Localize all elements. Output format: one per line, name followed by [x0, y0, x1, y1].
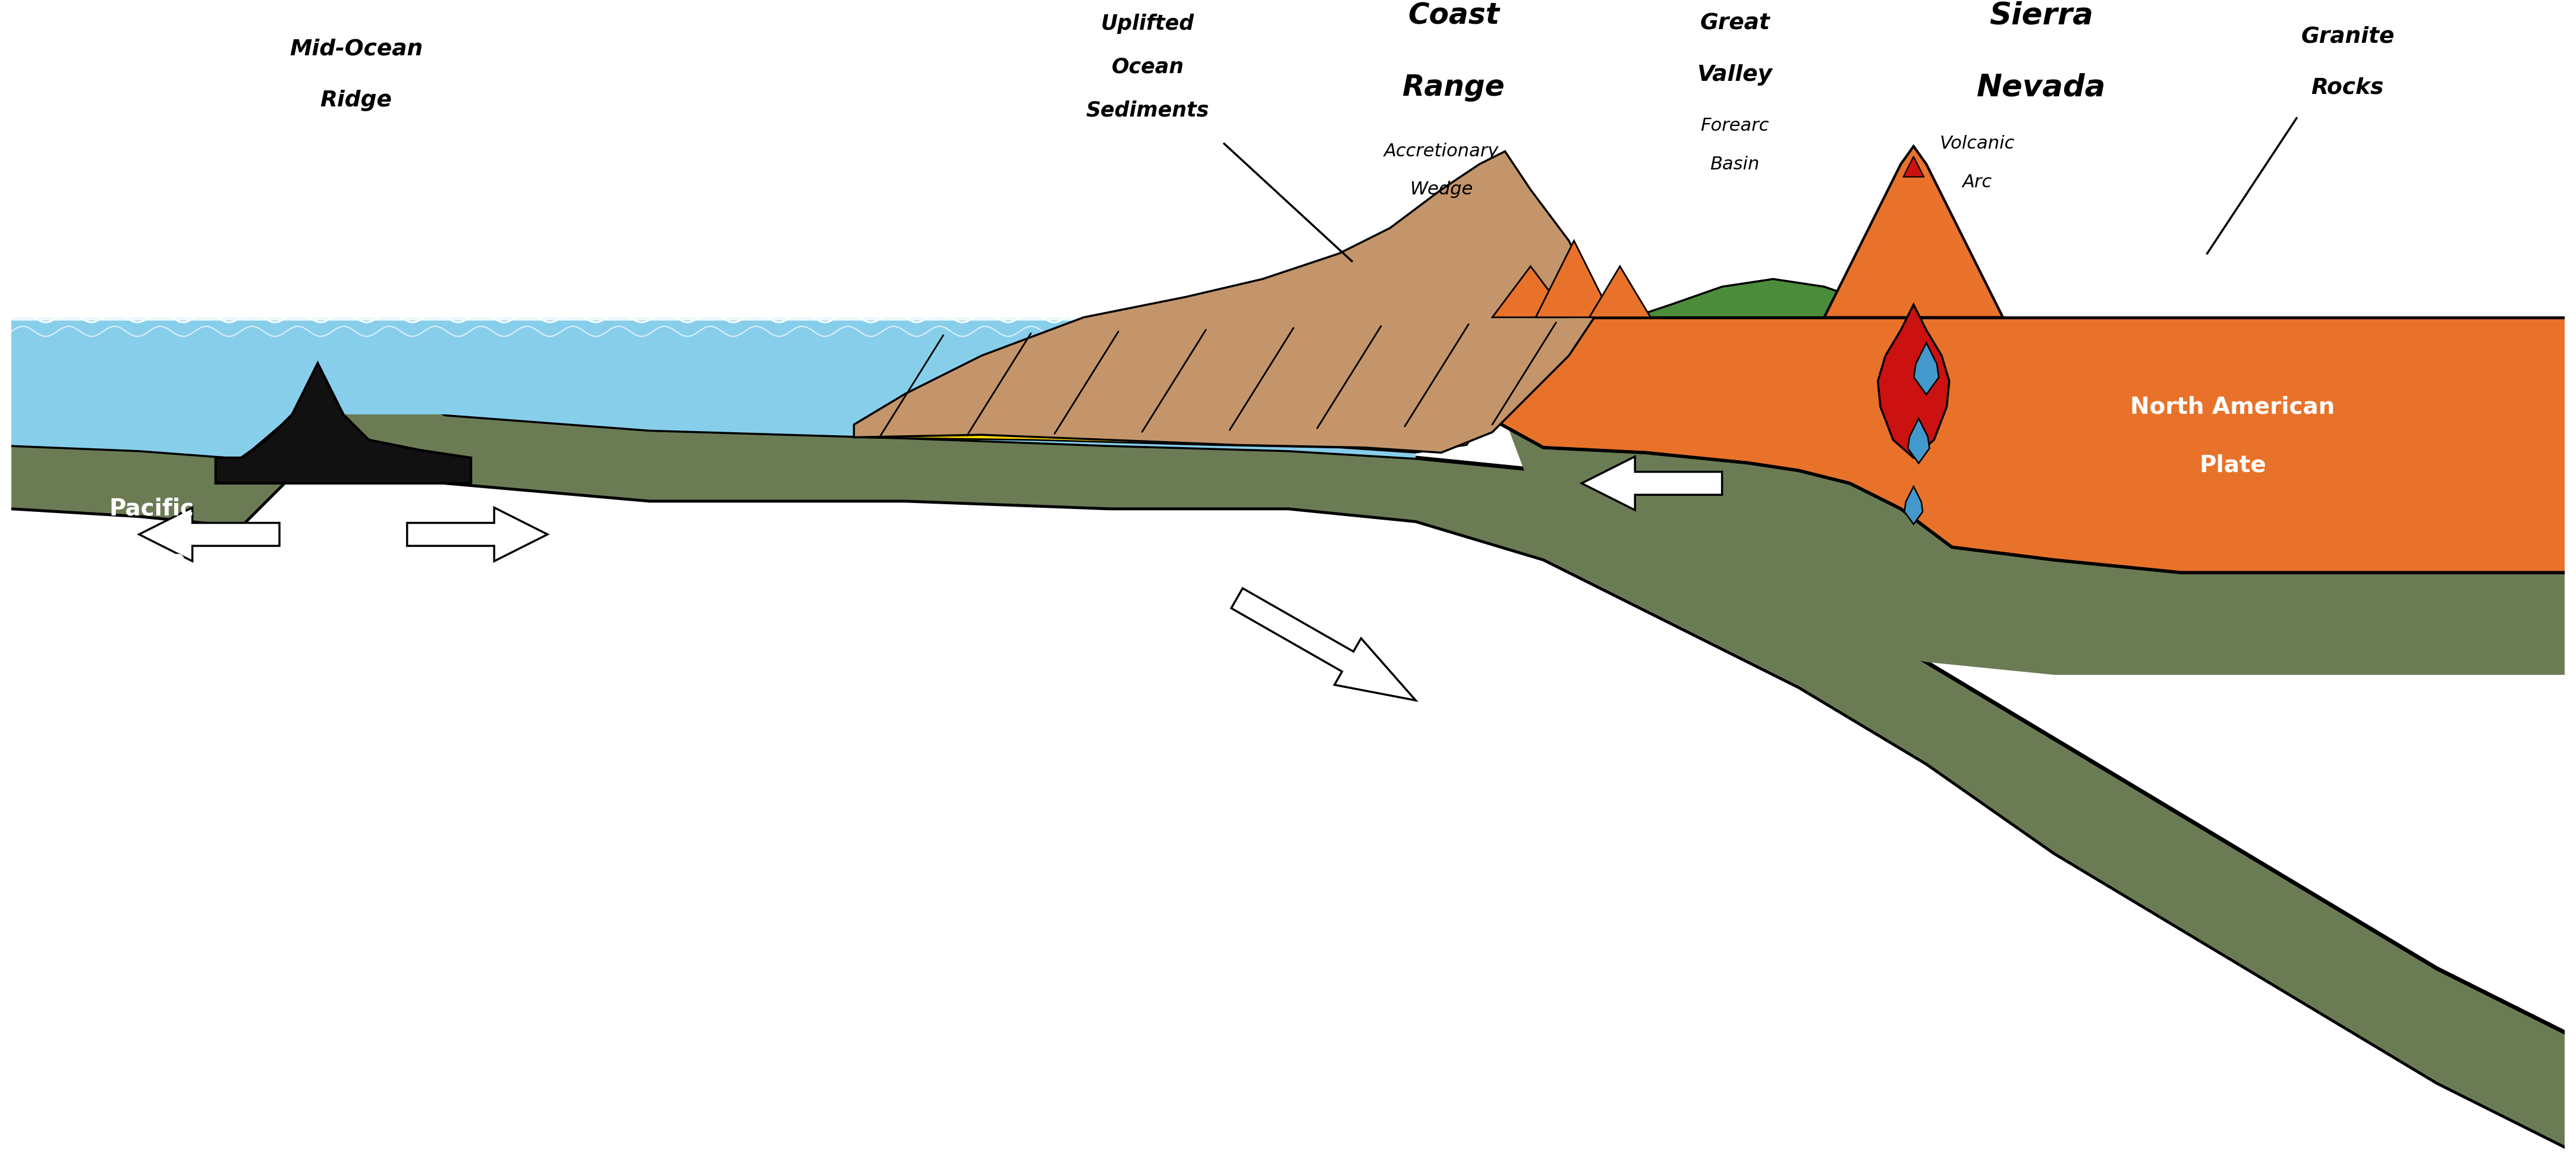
- Polygon shape: [1466, 318, 2566, 573]
- Polygon shape: [216, 363, 471, 484]
- Polygon shape: [853, 151, 1607, 452]
- FancyArrow shape: [139, 508, 278, 561]
- Text: Pacific: Pacific: [108, 498, 193, 520]
- Text: Plate: Plate: [770, 561, 837, 583]
- Polygon shape: [1909, 419, 1929, 463]
- Polygon shape: [10, 363, 2566, 1147]
- Text: Nevada: Nevada: [1976, 73, 2105, 102]
- Text: Accretionary: Accretionary: [1383, 143, 1499, 160]
- Text: Sediments: Sediments: [1087, 101, 1208, 121]
- Polygon shape: [1589, 267, 1651, 318]
- Text: Sierra: Sierra: [1989, 1, 2094, 31]
- Text: Valley: Valley: [1698, 64, 1772, 86]
- Text: Arc: Arc: [1963, 173, 1991, 190]
- FancyArrow shape: [1582, 457, 1723, 510]
- Text: Range: Range: [1401, 73, 1504, 102]
- Polygon shape: [1824, 146, 2004, 318]
- Text: Wedge: Wedge: [1409, 181, 1473, 198]
- Polygon shape: [853, 356, 1492, 452]
- Text: Mid-Ocean: Mid-Ocean: [289, 38, 422, 60]
- Text: Coast: Coast: [1409, 1, 1499, 30]
- Text: Plate: Plate: [2200, 454, 2267, 477]
- Text: Volcanic: Volcanic: [1940, 135, 2014, 152]
- Text: Ridge: Ridge: [319, 89, 392, 111]
- Polygon shape: [1904, 157, 1924, 176]
- Polygon shape: [1466, 318, 2566, 675]
- Text: Great: Great: [1700, 13, 1770, 35]
- Polygon shape: [10, 318, 1417, 458]
- Text: Granite: Granite: [2300, 26, 2396, 48]
- Text: Basin: Basin: [1710, 155, 1759, 173]
- Polygon shape: [1633, 280, 1901, 318]
- Text: Uplifted: Uplifted: [1100, 14, 1195, 34]
- Text: Forearc: Forearc: [1700, 117, 1770, 135]
- Polygon shape: [1878, 305, 1950, 458]
- Text: Ocean: Ocean: [1110, 57, 1185, 78]
- Polygon shape: [1914, 343, 1940, 394]
- Polygon shape: [1492, 267, 1569, 318]
- Text: Rocks: Rocks: [2311, 77, 2383, 99]
- Text: Farallon: Farallon: [750, 510, 855, 532]
- Text: North American: North American: [2130, 396, 2334, 418]
- Polygon shape: [1535, 241, 1613, 318]
- FancyArrow shape: [1231, 588, 1417, 701]
- Text: Plate: Plate: [118, 549, 185, 571]
- FancyArrow shape: [407, 508, 549, 561]
- Polygon shape: [1904, 486, 1922, 524]
